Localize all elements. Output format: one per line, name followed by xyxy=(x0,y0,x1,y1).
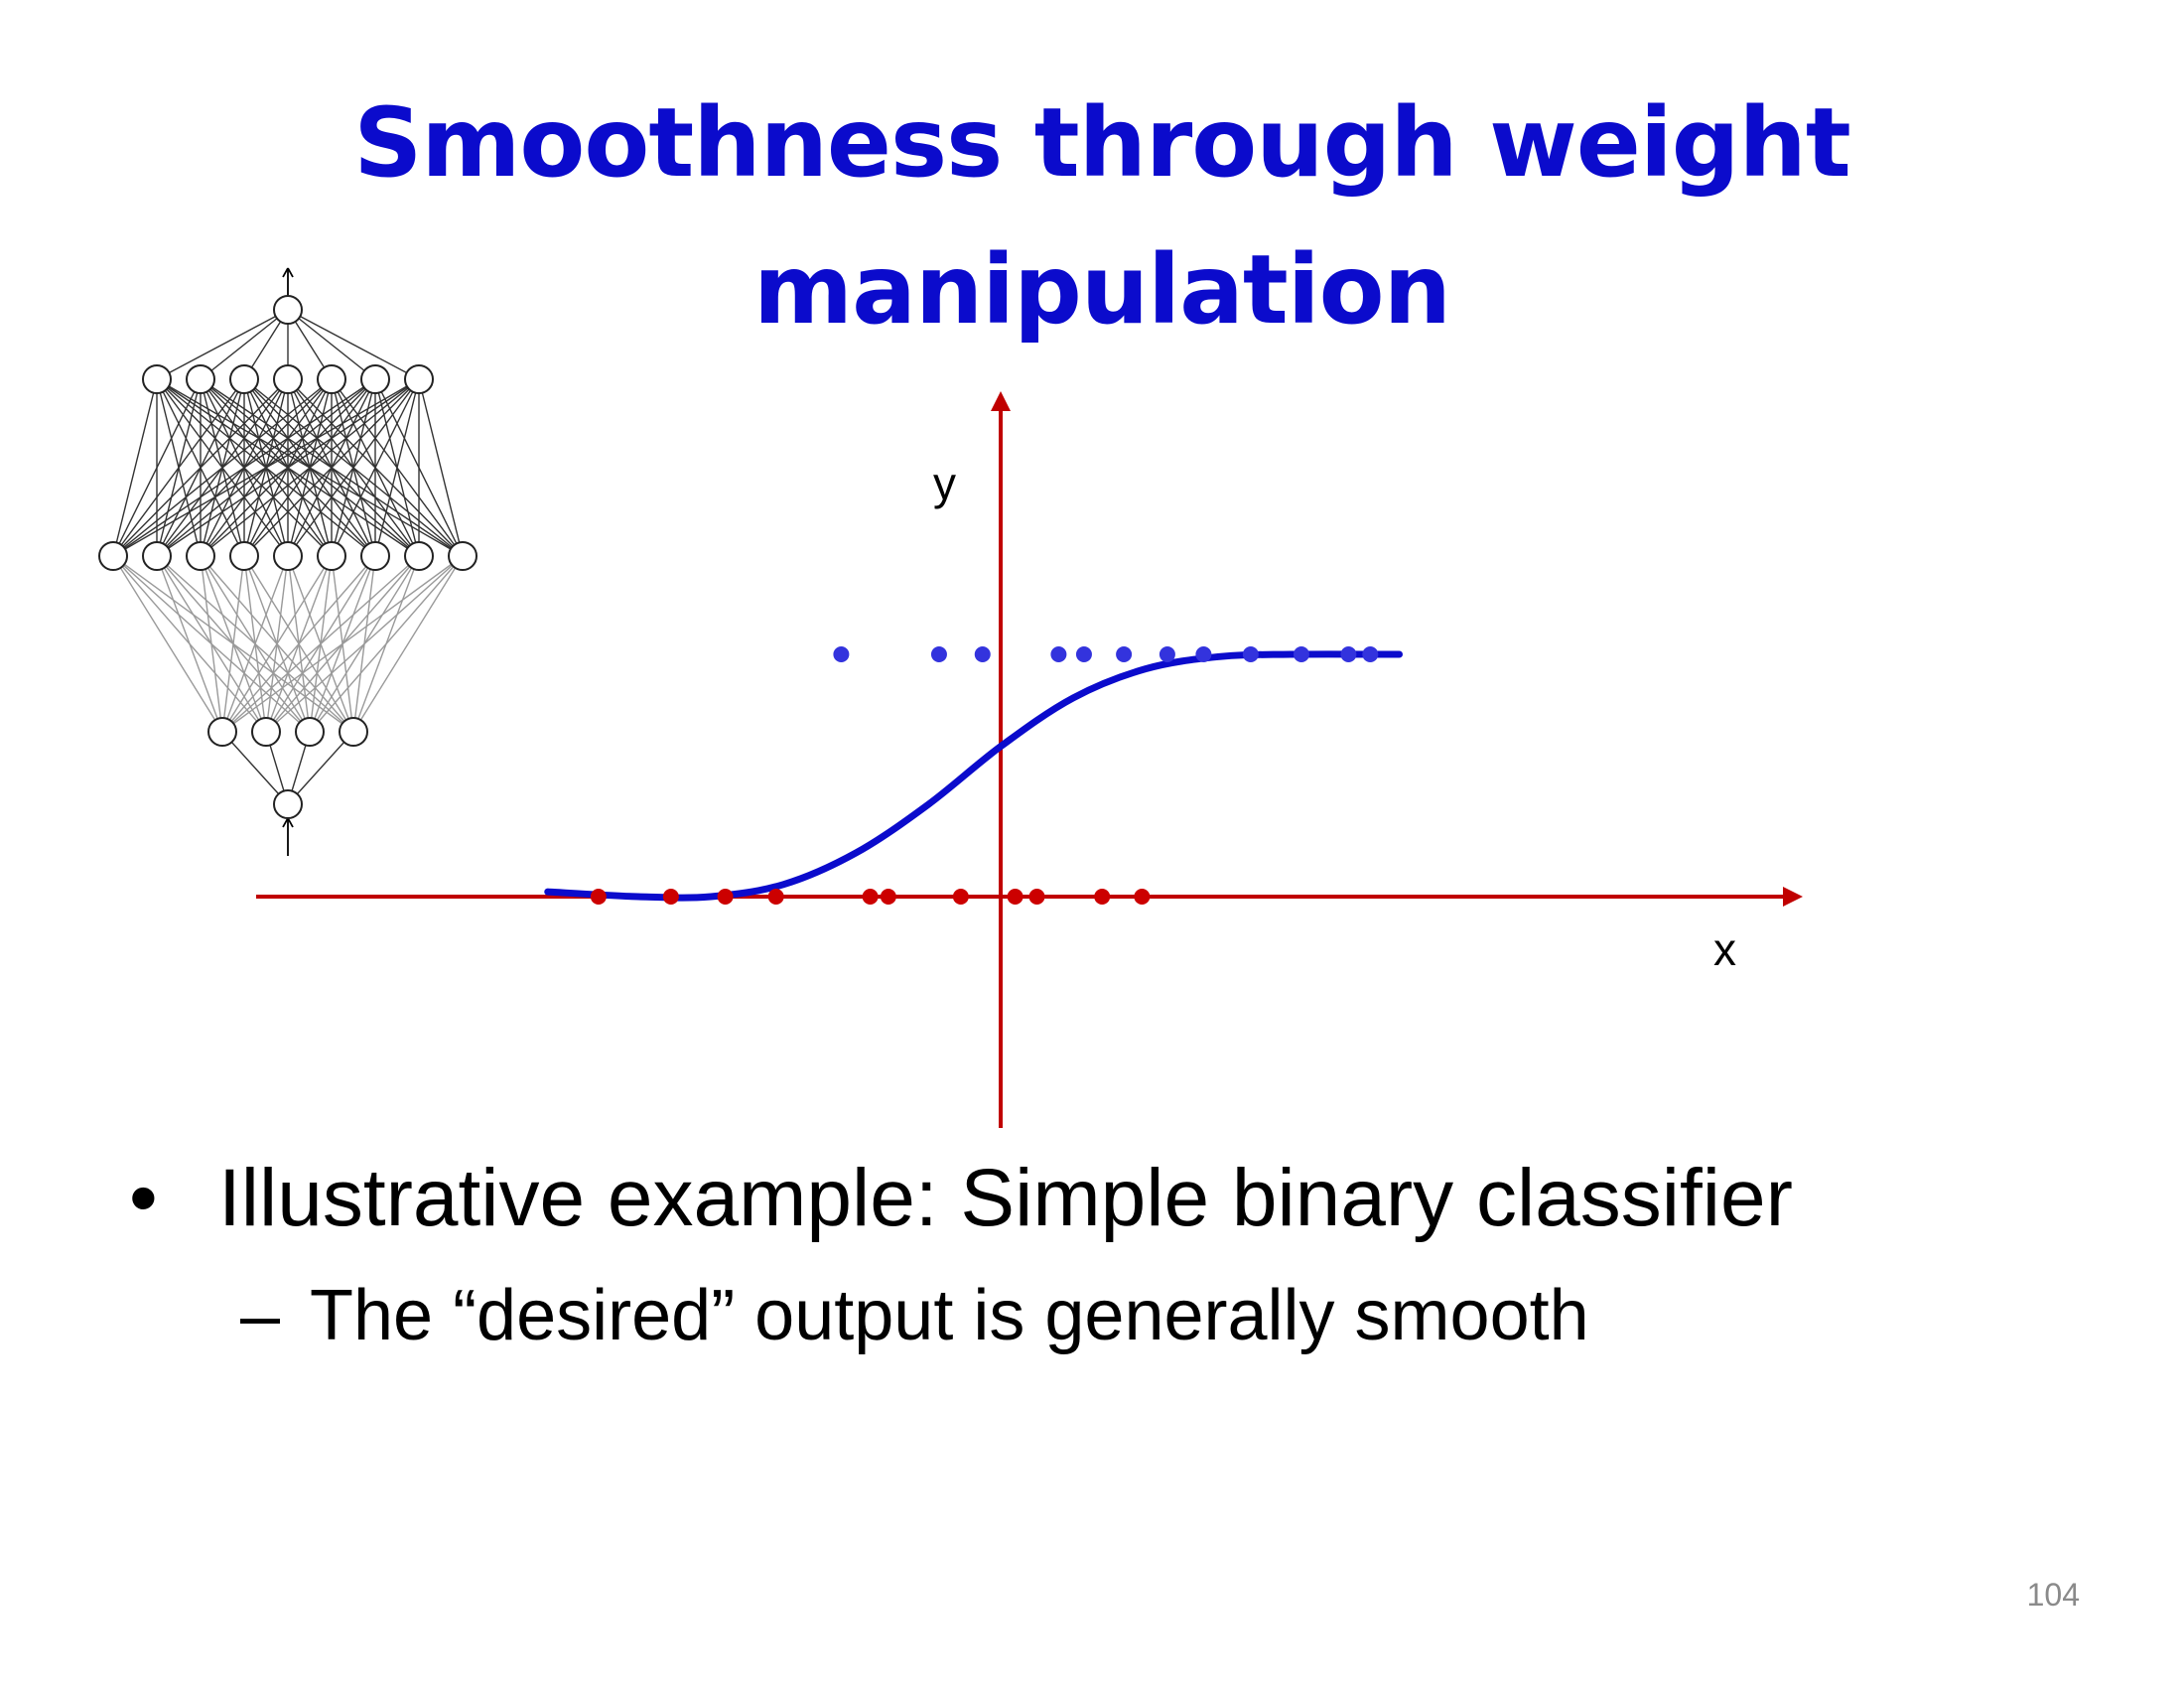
network-edge xyxy=(287,309,376,380)
network-edge xyxy=(200,309,289,380)
network-edge xyxy=(221,555,376,733)
sub-bullet-marker: – xyxy=(240,1276,281,1355)
smooth-fit-curve xyxy=(544,650,1403,902)
bullet-list: • Illustrative example: Simple binary cl… xyxy=(129,1147,1793,1363)
network-node xyxy=(229,364,259,394)
network-node xyxy=(98,541,128,571)
network-edge xyxy=(265,555,464,733)
network-edge xyxy=(221,555,464,733)
network-edge xyxy=(112,555,223,733)
x-axis-label: x xyxy=(1713,923,1736,975)
bullet-item: • Illustrative example: Simple binary cl… xyxy=(129,1147,1793,1250)
network-node xyxy=(273,364,303,394)
data-point-class-1 xyxy=(1050,646,1067,662)
network-edge xyxy=(112,378,420,557)
network-edge xyxy=(200,378,420,557)
bullet-text: Illustrative example: Simple binary clas… xyxy=(218,1153,1793,1243)
data-point-class-1 xyxy=(1075,646,1092,662)
network-node xyxy=(339,717,368,747)
network-edge xyxy=(221,731,289,805)
network-edge xyxy=(112,378,333,557)
page-number: 104 xyxy=(2026,1577,2080,1613)
network-node xyxy=(273,541,303,571)
y-axis-label: y xyxy=(933,458,956,509)
network-edge xyxy=(243,378,420,557)
data-point-class-0 xyxy=(880,889,896,905)
network-node xyxy=(273,295,303,325)
network-edge xyxy=(112,378,289,557)
network-edge xyxy=(418,378,464,557)
network-edge xyxy=(221,555,245,733)
network-node xyxy=(404,541,434,571)
network-node xyxy=(448,541,478,571)
network-node xyxy=(404,364,434,394)
network-edge xyxy=(374,378,420,557)
network-node xyxy=(317,541,346,571)
data-point-class-0 xyxy=(952,889,969,905)
data-point-class-0 xyxy=(662,889,679,905)
network-edge xyxy=(287,378,420,557)
network-edge xyxy=(112,378,202,557)
sub-bullet-item: – The “desired” output is generally smoo… xyxy=(240,1268,1793,1363)
data-point-class-1 xyxy=(1293,646,1309,662)
network-edge xyxy=(287,309,420,380)
network-edge xyxy=(112,378,245,557)
data-point-class-1 xyxy=(1340,646,1357,662)
network-edge xyxy=(156,378,420,557)
network-node xyxy=(295,717,325,747)
network-edge xyxy=(112,378,158,557)
network-node xyxy=(251,717,281,747)
network-edge xyxy=(221,555,333,733)
network-node xyxy=(186,364,215,394)
data-point-class-0 xyxy=(590,889,607,905)
data-point-class-1 xyxy=(930,646,947,662)
network-node xyxy=(142,364,172,394)
data-point-class-0 xyxy=(767,889,784,905)
network-node xyxy=(317,364,346,394)
network-edge xyxy=(221,555,289,733)
network-node xyxy=(142,541,172,571)
network-edge xyxy=(309,555,464,733)
network-node xyxy=(273,789,303,819)
slide-title-line-1: Smoothness through weight xyxy=(353,87,1850,199)
data-point-class-1 xyxy=(974,646,991,662)
network-node xyxy=(186,541,215,571)
data-point-class-1 xyxy=(1116,646,1133,662)
data-point-class-0 xyxy=(717,889,734,905)
network-node xyxy=(360,541,390,571)
data-point-class-0 xyxy=(1028,889,1045,905)
arrow-head xyxy=(282,267,289,278)
data-point-class-1 xyxy=(833,646,850,662)
sub-bullet-text: The “desired” output is generally smooth xyxy=(310,1276,1589,1355)
slide-title: Smoothness through weight manipulation xyxy=(298,70,1906,363)
data-point-class-1 xyxy=(1362,646,1379,662)
network-edge xyxy=(352,555,464,733)
arrow-head xyxy=(287,267,294,278)
network-edge xyxy=(200,555,223,733)
arrow-head xyxy=(287,817,294,828)
network-node xyxy=(207,717,237,747)
network-edge xyxy=(156,309,289,380)
network-node xyxy=(229,541,259,571)
network-edge xyxy=(287,731,354,805)
network-node xyxy=(360,364,390,394)
data-point-class-1 xyxy=(1159,646,1175,662)
data-point-class-0 xyxy=(1134,889,1151,905)
network-edge xyxy=(331,378,420,557)
data-point-class-0 xyxy=(862,889,879,905)
data-point-class-1 xyxy=(1195,646,1212,662)
network-edge xyxy=(112,378,376,557)
bullet-marker: • xyxy=(129,1153,158,1243)
arrow-head xyxy=(282,817,289,828)
neural-network-icon xyxy=(98,267,478,856)
network-edge xyxy=(156,555,223,733)
data-point-class-0 xyxy=(1007,889,1024,905)
data-point-class-1 xyxy=(1242,646,1259,662)
data-point-class-0 xyxy=(1094,889,1111,905)
network-edge xyxy=(221,555,420,733)
slide-title-line-2: manipulation xyxy=(753,234,1451,346)
